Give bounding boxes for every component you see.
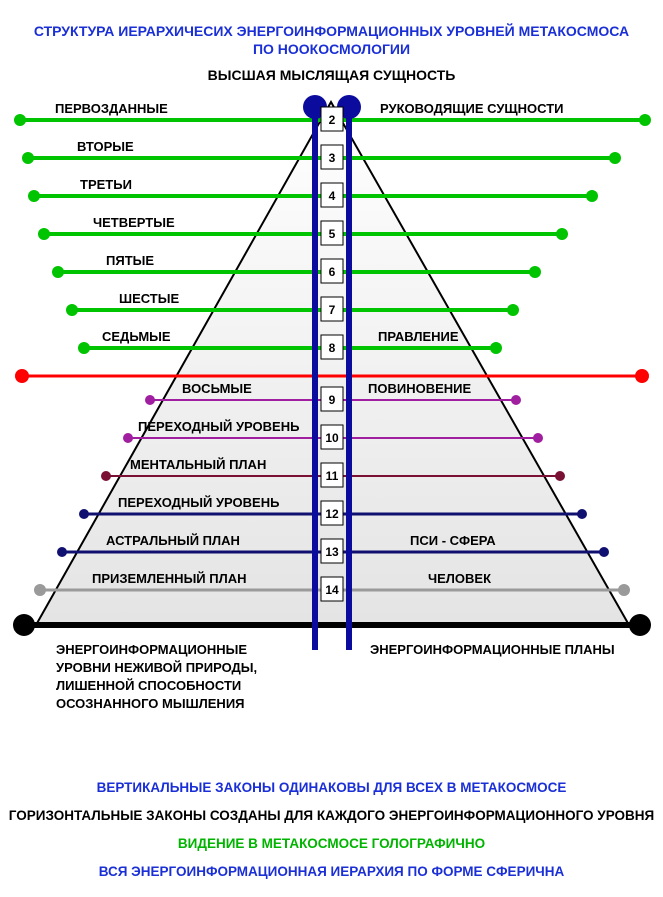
level-number-7: 7 <box>329 303 336 317</box>
level-left-8: СЕДЬМЫЕ <box>102 329 171 344</box>
level-left-2: ПЕРВОЗДАННЫЕ <box>55 101 168 116</box>
sublabel-left-2: ЛИШЕННОЙ СПОСОБНОСТИ <box>56 678 241 693</box>
level-right-9: ПОВИНОВЕНИЕ <box>368 381 471 396</box>
footer-1: ГОРИЗОНТАЛЬНЫЕ ЗАКОНЫ СОЗДАНЫ ДЛЯ КАЖДОГ… <box>9 808 654 823</box>
level-left-12: ПЕРЕХОДНЫЙ УРОВЕНЬ <box>118 495 279 510</box>
level-number-13: 13 <box>325 545 339 559</box>
level-right-8: ПРАВЛЕНИЕ <box>378 329 459 344</box>
title-line2: ПО НООКОСМОЛОГИИ <box>253 41 410 57</box>
level-left-5: ЧЕТВЕРТЫЕ <box>93 215 175 230</box>
sublabel-left-3: ОСОЗНАННОГО МЫШЛЕНИЯ <box>56 696 245 711</box>
level-left-11: МЕНТАЛЬНЫЙ ПЛАН <box>130 457 266 472</box>
level-number-5: 5 <box>329 227 336 241</box>
level-left-6: ПЯТЫЕ <box>106 253 154 268</box>
apex-label: ВЫСШАЯ МЫСЛЯЩАЯ СУЩНОСТЬ <box>208 67 456 83</box>
title-line1: СТРУКТУРА ИЕРАРХИЧЕСИХ ЭНЕРГОИНФОРМАЦИОН… <box>34 22 629 39</box>
level-left-3: ВТОРЫЕ <box>77 139 134 154</box>
sublabel-right-0: ЭНЕРГОИНФОРМАЦИОННЫЕ ПЛАНЫ <box>370 642 615 657</box>
sublabel-left-1: УРОВНИ НЕЖИВОЙ ПРИРОДЫ, <box>56 660 257 675</box>
level-left-14: ПРИЗЕМЛЕННЫЙ ПЛАН <box>92 571 247 586</box>
level-left-7: ШЕСТЫЕ <box>119 291 179 306</box>
level-number-6: 6 <box>329 265 336 279</box>
level-number-3: 3 <box>329 151 336 165</box>
level-left-13: АСТРАЛЬНЫЙ ПЛАН <box>106 533 240 548</box>
level-right-14: ЧЕЛОВЕК <box>428 571 491 586</box>
level-right-2: РУКОВОДЯЩИЕ СУЩНОСТИ <box>380 101 564 116</box>
footer-2: ВИДЕНИЕ В МЕТАКОСМОСЕ ГОЛОГРАФИЧНО <box>178 836 485 851</box>
level-number-11: 11 <box>326 469 339 483</box>
level-number-2: 2 <box>329 113 336 127</box>
level-number-8: 8 <box>329 341 336 355</box>
level-left-4: ТРЕТЬИ <box>80 177 132 192</box>
level-left-9: ВОСЬМЫЕ <box>182 381 252 396</box>
sublabel-left-0: ЭНЕРГОИНФОРМАЦИОННЫЕ <box>56 642 247 657</box>
level-number-12: 12 <box>325 507 339 521</box>
footer-0: ВЕРТИКАЛЬНЫЕ ЗАКОНЫ ОДИНАКОВЫ ДЛЯ ВСЕХ В… <box>97 780 567 795</box>
level-number-9: 9 <box>329 393 336 407</box>
level-number-10: 10 <box>325 431 339 445</box>
level-number-14: 14 <box>325 583 339 597</box>
pyramid-diagram: СТРУКТУРА ИЕРАРХИЧЕСИХ ЭНЕРГОИНФОРМАЦИОН… <box>0 0 663 897</box>
level-left-10: ПЕРЕХОДНЫЙ УРОВЕНЬ <box>138 419 299 434</box>
level-number-4: 4 <box>329 189 336 203</box>
level-right-13: ПСИ - СФЕРА <box>410 533 496 548</box>
footer-3: ВСЯ ЭНЕРГОИНФОРМАЦИОННАЯ ИЕРАРХИЯ ПО ФОР… <box>99 864 565 879</box>
